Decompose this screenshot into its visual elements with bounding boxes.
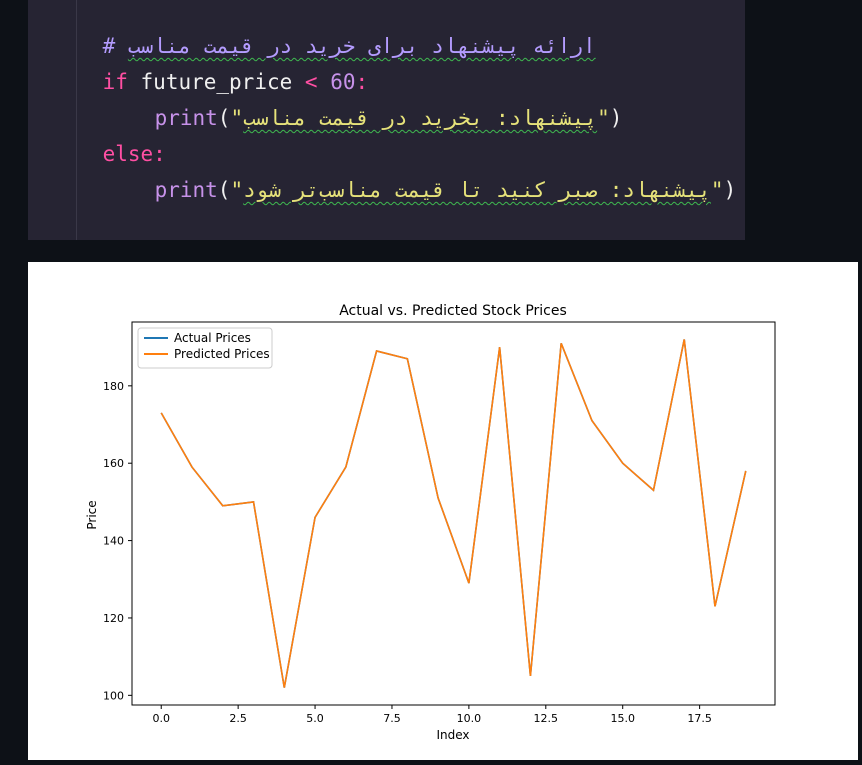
x-tick-label: 12.5 [534,712,559,725]
x-tick-label: 7.5 [383,712,401,725]
axis-ticks: 0.0 2.5 5.0 7.5 10.0 12.5 15.0 17.5 100 120 140 160… [103,380,712,725]
y-tick-label: 180 [103,380,124,393]
print1-string: پیشنهاد: بخرید در قیمت مناسب [243,106,598,130]
code-line-comment[interactable]: # ارائه پیشنهاد برای خرید در قیمت مناسب [52,0,596,58]
indent-guide [76,0,77,240]
print2-string: پیشنهاد: صبر کنید تا قیمت مناسب‌تر شود [243,178,711,202]
line-chart: Actual vs. Predicted Stock Prices Index … [85,303,776,742]
code-line-else[interactable]: else: [52,100,166,166]
code-editor[interactable]: # ارائه پیشنهاد برای خرید در قیمت مناسب … [28,0,745,240]
series-lines [160,339,747,688]
condition-value: 60 [330,70,356,94]
x-axis-label: Index [436,728,469,742]
legend-box [137,327,273,369]
x-tick-label: 2.5 [229,712,247,725]
if-keyword: if [102,70,128,94]
series-line-actual [160,339,747,688]
code-line-print1[interactable]: print("پیشنهاد: بخرید در قیمت مناسب") [154,106,623,130]
else-keyword: else [102,142,154,166]
x-tick-label: 0.0 [152,712,170,725]
y-tick-label: 140 [103,535,124,548]
y-tick-label: 100 [103,689,124,702]
print-function: print [154,106,218,130]
series-line-predicted [160,339,747,688]
legend-label-predicted: Predicted Prices [174,347,270,361]
x-tick-label: 10.0 [457,712,482,725]
x-tick-label: 5.0 [306,712,324,725]
comment-prefix: # [102,34,128,58]
comment-text: ارائه پیشنهاد برای خرید در قیمت مناسب [127,34,596,58]
print-function-2: print [154,178,218,202]
condition-variable: future_price [140,70,293,94]
x-tick-label: 15.0 [610,712,635,725]
y-tick-label: 160 [103,457,124,470]
if-colon: : [355,70,369,94]
condition-operator: < [304,70,318,94]
code-line-if[interactable]: if future_price < 60: [52,28,369,94]
code-line-print2[interactable]: print("پیشنهاد: صبر کنید تا قیمت مناسب‌ت… [154,178,737,202]
legend: Actual Prices Predicted Prices [137,327,273,369]
y-tick-label: 120 [103,612,124,625]
else-colon: : [153,142,166,166]
chart-title: Actual vs. Predicted Stock Prices [339,303,567,319]
plot-output: Actual vs. Predicted Stock Prices Index … [28,262,858,760]
plot-frame [131,321,776,706]
y-axis-label: Price [85,500,99,529]
x-tick-label: 17.5 [687,712,712,725]
legend-label-actual: Actual Prices [174,331,251,345]
